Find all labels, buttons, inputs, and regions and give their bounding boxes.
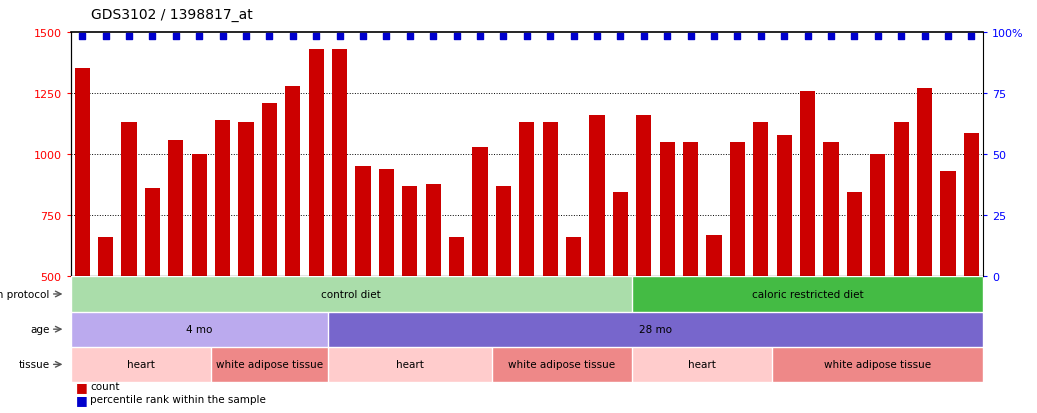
Point (97, 33, 114, 40)
Point (542, 33, 559, 40)
Bar (542, 123, 558, 277)
Bar (941, 172, 955, 277)
Bar (636, 116, 651, 277)
Bar (520, 123, 534, 277)
Point (729, 33, 746, 40)
Point (448, 33, 465, 40)
Point (963, 33, 980, 40)
Text: heart: heart (396, 359, 424, 370)
Point (284, 33, 301, 40)
Bar (683, 143, 698, 277)
Point (518, 33, 535, 40)
Point (425, 33, 442, 40)
Point (589, 33, 606, 40)
Bar (847, 192, 862, 277)
Point (215, 33, 231, 40)
Point (472, 33, 488, 40)
Point (191, 33, 207, 40)
Point (893, 33, 909, 40)
Bar (730, 143, 745, 277)
Bar (99, 238, 113, 277)
Text: growth protocol: growth protocol (0, 289, 50, 299)
Point (565, 33, 582, 40)
Point (261, 33, 278, 40)
Text: ■: ■ (76, 380, 87, 393)
Point (940, 33, 956, 40)
Text: white adipose tissue: white adipose tissue (216, 359, 323, 370)
Bar (285, 87, 301, 277)
Point (682, 33, 699, 40)
Text: ■: ■ (76, 393, 87, 406)
Point (379, 33, 395, 40)
Bar (145, 189, 160, 277)
Point (706, 33, 723, 40)
Bar (261, 104, 277, 277)
Text: heart: heart (689, 359, 717, 370)
Text: percentile rank within the sample: percentile rank within the sample (90, 394, 267, 404)
Point (800, 33, 816, 40)
Bar (963, 134, 979, 277)
Point (869, 33, 886, 40)
Bar (75, 69, 90, 277)
Bar (402, 187, 418, 277)
Bar (356, 167, 370, 277)
Point (308, 33, 325, 40)
Bar (753, 123, 768, 277)
Point (74, 33, 90, 40)
Text: control diet: control diet (321, 289, 382, 299)
Point (495, 33, 511, 40)
Text: heart: heart (127, 359, 155, 370)
Bar (309, 50, 324, 277)
Text: count: count (90, 381, 119, 391)
Text: GDS3102 / 1398817_at: GDS3102 / 1398817_at (91, 8, 253, 22)
Point (612, 33, 628, 40)
Bar (425, 184, 441, 277)
Point (776, 33, 792, 40)
Bar (613, 192, 628, 277)
Point (144, 33, 161, 40)
Point (753, 33, 769, 40)
Bar (894, 123, 908, 277)
Point (636, 33, 652, 40)
Bar (449, 238, 465, 277)
Point (658, 33, 675, 40)
Bar (589, 116, 605, 277)
Bar (777, 135, 792, 277)
Bar (660, 143, 675, 277)
Bar (823, 143, 839, 277)
Bar (379, 169, 394, 277)
Point (846, 33, 863, 40)
Text: tissue: tissue (19, 359, 50, 370)
Text: white adipose tissue: white adipose tissue (508, 359, 615, 370)
Bar (800, 92, 815, 277)
Bar (870, 155, 886, 277)
Point (168, 33, 185, 40)
Point (331, 33, 347, 40)
Bar (706, 235, 722, 277)
Bar (215, 121, 230, 277)
Point (355, 33, 371, 40)
Bar (121, 123, 137, 277)
Point (237, 33, 254, 40)
Point (822, 33, 839, 40)
Bar (496, 187, 511, 277)
Bar (473, 147, 487, 277)
Text: caloric restricted diet: caloric restricted diet (752, 289, 864, 299)
Text: age: age (30, 324, 50, 335)
Bar (168, 140, 184, 277)
Bar (192, 155, 206, 277)
Point (917, 33, 933, 40)
Bar (566, 238, 581, 277)
Text: white adipose tissue: white adipose tissue (824, 359, 931, 370)
Bar (332, 50, 347, 277)
Bar (239, 123, 254, 277)
Text: 4 mo: 4 mo (186, 324, 213, 335)
Point (120, 33, 137, 40)
Point (401, 33, 418, 40)
Text: 28 mo: 28 mo (639, 324, 672, 335)
Bar (917, 89, 932, 277)
